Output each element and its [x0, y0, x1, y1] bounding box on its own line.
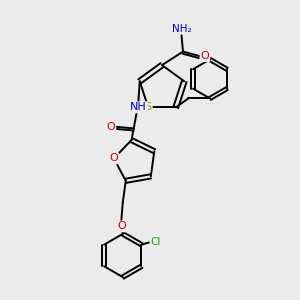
Text: S: S [145, 102, 152, 112]
Text: NH₂: NH₂ [172, 23, 191, 34]
Text: O: O [200, 51, 209, 61]
Text: O: O [110, 153, 118, 164]
Text: NH: NH [130, 102, 147, 112]
Text: Cl: Cl [150, 237, 161, 247]
Text: O: O [117, 221, 126, 231]
Text: O: O [106, 122, 115, 132]
